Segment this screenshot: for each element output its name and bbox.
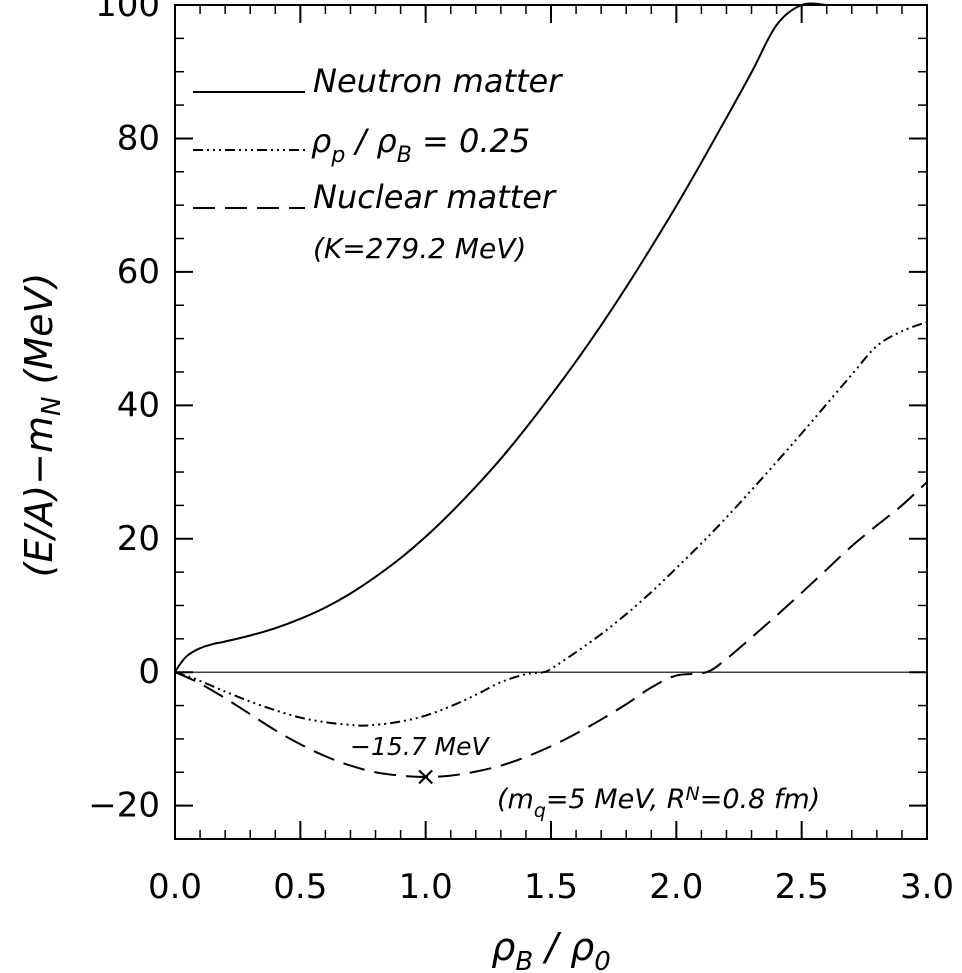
series-line-nuclear	[174, 481, 928, 778]
legend-label-neutron: Neutron matter	[313, 62, 563, 100]
series-layer	[174, 2, 928, 778]
legend-label-nuclear-k: (K=279.2 MeV)	[313, 232, 526, 265]
major-ticks	[174, 4, 928, 839]
x-tick-label: 0.5	[273, 867, 327, 907]
minor-ticks	[174, 4, 928, 840]
legend-label-nuclear: Nuclear matter	[313, 178, 557, 216]
x-axis-title: ρB / ρ0	[491, 925, 611, 973]
y-tick-label: 0	[138, 652, 160, 692]
x-tick-label: 1.5	[524, 867, 578, 907]
x-tick-label: 3.0	[900, 867, 954, 907]
series-line-neutron	[174, 2, 827, 673]
y-tick-label: 100	[95, 0, 160, 25]
series-line-mixed	[174, 320, 928, 727]
y-tick-label: 20	[117, 519, 160, 559]
x-tick-label: 2.0	[649, 867, 703, 907]
x-tick-labels: 0.0 0.5 1.0 1.5 2.0 2.5 3.0	[148, 867, 954, 907]
y-axis-title: (E/A)−mN (MeV)	[17, 273, 67, 578]
x-tick-label: 2.5	[775, 867, 829, 907]
plot-frame	[174, 4, 928, 840]
y-tick-label: −20	[88, 786, 160, 826]
y-tick-label: 80	[117, 118, 160, 158]
legend: Neutron matter ρp / ρB = 0.25 Nuclear ma…	[193, 62, 563, 265]
x-tick-label: 1.0	[399, 867, 453, 907]
minimum-marker: ×	[415, 762, 437, 792]
x-tick-label: 0.0	[148, 867, 202, 907]
y-tick-labels: −20 0 20 40 60 80 100	[88, 0, 160, 826]
legend-label-mixed: ρp / ρB = 0.25	[311, 122, 530, 168]
parameter-annotation: (mq=5 MeV, RN=0.8 fm)	[497, 783, 820, 822]
y-tick-label: 60	[117, 252, 160, 292]
minimum-marker-label: −15.7 MeV	[350, 732, 491, 761]
y-tick-label: 40	[117, 385, 160, 425]
